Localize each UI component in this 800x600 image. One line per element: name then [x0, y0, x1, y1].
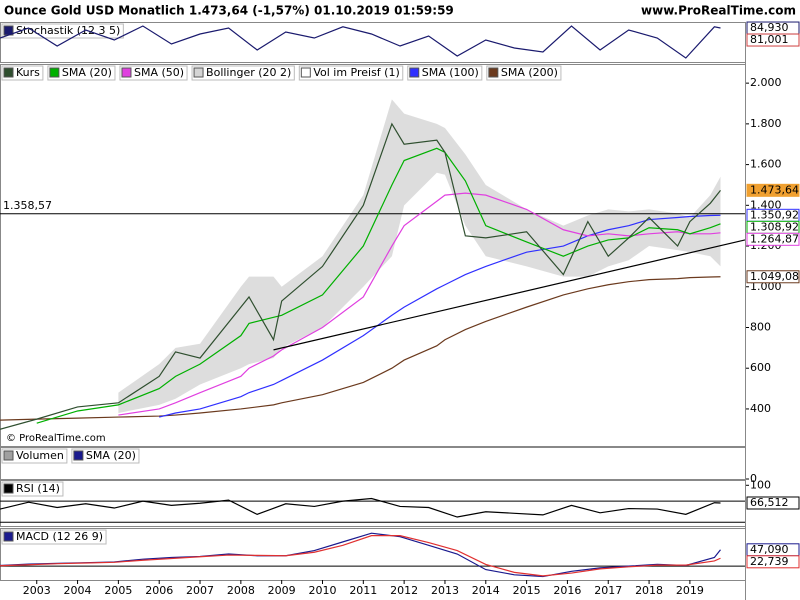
x-tick-label: 2004 [64, 584, 92, 597]
legend-swatch [409, 67, 420, 78]
y-tick-label: 400 [750, 402, 771, 415]
x-tick-label: 2017 [594, 584, 622, 597]
legend-box [1, 65, 44, 81]
x-tick-label: 2012 [390, 584, 418, 597]
value-tag-label: 47,090 [750, 543, 789, 556]
source: www.ProRealTime.com [641, 4, 796, 18]
legend-swatch [3, 450, 14, 461]
x-tick-label: 2018 [635, 584, 663, 597]
legend-box [191, 65, 295, 81]
legend-box [119, 65, 188, 81]
legend-swatch [488, 67, 499, 78]
legend-box [1, 448, 68, 464]
value-tag-label: 1.473,64 [750, 183, 799, 196]
y-tick-label: 600 [750, 361, 771, 374]
value-tag-label: 1.350,92 [750, 208, 799, 221]
legend-label: Bollinger (20 2) [206, 66, 291, 79]
legend-box [1, 529, 107, 545]
y-tick-label: 2.000 [750, 76, 782, 89]
legend-swatch [3, 483, 14, 494]
x-tick-label: 2010 [308, 584, 336, 597]
x-tick-label: 2005 [104, 584, 132, 597]
series-line [0, 276, 721, 421]
series-line [118, 192, 721, 416]
legend-swatch [121, 67, 132, 78]
legend-box [47, 65, 116, 81]
legend-swatch [193, 67, 204, 78]
legend-label: SMA (100) [422, 66, 479, 79]
bollinger-band [118, 99, 721, 414]
legend-label: MACD (12 26 9) [16, 530, 103, 543]
series-line [36, 147, 721, 424]
series-line [0, 535, 721, 577]
x-tick-label: 2011 [349, 584, 377, 597]
series-line [159, 214, 721, 418]
series-line [0, 25, 721, 59]
legend-label: SMA (20) [62, 66, 112, 79]
y-tick-label: 1.400 [750, 198, 782, 211]
legend-label: Vol im Preisf (1) [313, 66, 399, 79]
x-tick-label: 2008 [227, 584, 255, 597]
legend-label: Volumen [16, 449, 64, 462]
x-tick-label: 2015 [513, 584, 541, 597]
legend-swatch [3, 67, 14, 78]
x-tick-label: 2013 [431, 584, 459, 597]
chart-title: Ounce Gold USD Monatlich 1.473,64 (-1,57… [4, 4, 454, 18]
value-tag-label: 22,739 [750, 555, 789, 568]
x-tick-label: 2009 [268, 584, 296, 597]
value-tag-label: 1.308,92 [750, 220, 799, 233]
legend-swatch [3, 531, 14, 542]
legend-box [1, 481, 64, 497]
legend-label: SMA (20) [86, 449, 136, 462]
value-tag-label: 1.264,87 [750, 232, 799, 245]
x-tick-label: 2007 [186, 584, 214, 597]
watermark: © ProRealTime.com [6, 433, 106, 444]
x-tick-label: 2016 [553, 584, 581, 597]
value-tag [746, 33, 800, 47]
legend-swatch [300, 67, 311, 78]
value-tag [746, 232, 800, 246]
legend-label: Stochastik (12 3 5) [16, 24, 120, 37]
legend-box [298, 65, 404, 81]
legend-swatch [73, 450, 84, 461]
x-tick-label: 2019 [676, 584, 704, 597]
series-line [0, 122, 721, 430]
legend-label: SMA (200) [501, 66, 558, 79]
y-tick-label: 0 [750, 472, 757, 485]
value-tag [746, 555, 800, 569]
x-tick-label: 2014 [472, 584, 500, 597]
y-tick-label: 1.600 [750, 158, 782, 171]
horizontal-line-label: 1.358,57 [3, 199, 52, 212]
y-tick-label: 1.800 [750, 117, 782, 130]
legend-box [486, 65, 562, 81]
x-tick-label: 2003 [23, 584, 51, 597]
value-tag-label: 81,001 [750, 33, 789, 46]
legend-label: Kurs [16, 66, 40, 79]
y-tick-label: 800 [750, 320, 771, 333]
value-tag [746, 270, 800, 284]
value-tag [746, 183, 800, 197]
legend-box [407, 65, 483, 81]
legend-box [1, 23, 124, 39]
legend-label: SMA (50) [134, 66, 184, 79]
legend-box [71, 448, 140, 464]
value-tag [746, 496, 800, 510]
value-tag-label: 66,512 [750, 496, 789, 509]
y-tick-label: 100 [750, 478, 771, 491]
trend-line [273, 239, 746, 351]
value-tag-label: 1.049,08 [750, 270, 799, 283]
legend-label: RSI (14) [16, 482, 60, 495]
value-tag-label: 84,930 [750, 21, 789, 34]
x-tick-label: 2006 [145, 584, 173, 597]
series-line [0, 497, 721, 518]
legend-swatch [49, 67, 60, 78]
